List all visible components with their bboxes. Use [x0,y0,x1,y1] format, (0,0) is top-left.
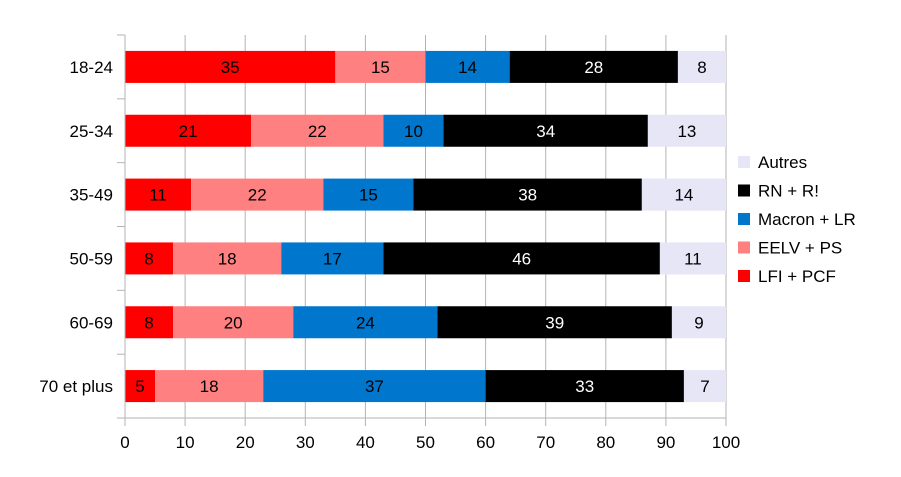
data-label: 39 [545,313,564,332]
x-tick-label: 10 [176,433,195,452]
data-label: 11 [149,186,167,205]
bar-segment [173,306,294,339]
y-category-label: 60-69 [70,313,113,332]
legend: Autres RN + R! Macron + LR EELV + PS LFI + P… [738,153,856,286]
data-label: 24 [356,313,375,332]
x-tick-label: 80 [596,433,615,452]
data-label: 20 [224,313,243,332]
bar-segment [443,114,648,147]
bar-segment [293,306,438,339]
data-label: 28 [584,58,603,77]
data-label: 11 [684,249,702,268]
x-tick-label: 30 [296,433,315,452]
data-label: 18 [218,249,237,268]
data-label: 5 [135,377,144,396]
x-tick-label: 50 [416,433,435,452]
bar-segment [683,370,726,403]
x-tick-label: 90 [656,433,675,452]
legend-label: EELV + PS [758,239,842,258]
data-label: 14 [674,186,693,205]
bar-segment [125,114,252,147]
bar-segment [641,178,726,211]
data-label: 15 [371,58,390,77]
gridlines [124,35,727,418]
y-category-label: 35-49 [70,186,113,205]
data-label: 14 [458,58,477,77]
bar-segment [437,306,672,339]
x-tick-label: 100 [712,433,740,452]
data-label: 37 [365,377,384,396]
bar-segment [263,370,486,403]
data-label: 10 [404,122,423,141]
legend-swatch [738,241,750,254]
legend-label: Macron + LR [758,210,856,229]
x-tick-label: 0 [120,433,129,452]
data-label: 33 [575,377,594,396]
y-category-label: 50-59 [70,249,113,268]
legend-label: RN + R! [758,182,819,201]
y-category-label: 25-34 [70,122,113,141]
x-tick-label: 20 [236,433,255,452]
bar-segment [383,114,444,147]
bar-segment [647,114,726,147]
bar-segment [173,242,282,275]
bar-segment [425,50,510,83]
data-label: 8 [144,313,153,332]
bar-segment [485,370,684,403]
bar-segment [125,178,192,211]
data-label: 15 [359,186,378,205]
bar-segment [125,242,174,275]
data-label: 21 [179,122,198,141]
legend-swatch [738,213,750,225]
bar-segment [125,306,174,339]
data-label: 22 [248,186,267,205]
bar-segment [677,50,726,83]
bar-segment [659,242,726,275]
legend-label: Autres [758,153,807,172]
data-label: 46 [512,249,531,268]
bar-segment [191,178,324,211]
legend-label: LFI + PCF [758,267,836,286]
data-label: 8 [144,249,153,268]
y-category-label: 18-24 [70,58,113,77]
bar-segment [281,242,384,275]
y-category-label: 70 et plus [39,377,113,396]
data-label: 13 [677,122,696,141]
bar-segment [413,178,642,211]
bar-segment [251,114,384,147]
bar-segment [383,242,660,275]
legend-swatch [738,270,750,282]
bar-segment [509,50,678,83]
data-label: 22 [308,122,327,141]
data-label: 7 [700,377,709,396]
legend-swatch [738,184,750,197]
bar-segment [125,370,156,403]
bar-segment [323,178,414,211]
data-label: 35 [221,58,240,77]
bar-segments: 35 15 14 28 8 21 22 10 34 13 11 22 15 38 14 8 18 17 46 11 8 2… [125,50,726,403]
legend-swatch [738,156,750,168]
axes: 0 10 20 30 40 50 60 70 80 90 100 18-24 25-34 35-49 50-… [39,34,740,452]
x-tick-label: 60 [476,433,495,452]
x-tick-label: 40 [356,433,375,452]
data-label: 34 [536,122,555,141]
bar-segment [125,50,336,83]
data-label: 8 [697,58,706,77]
bar-segment [155,370,264,403]
bar-segment [335,50,426,83]
data-label: 38 [518,186,537,205]
data-label: 17 [323,249,342,268]
data-label: 9 [694,313,703,332]
x-tick-label: 70 [536,433,555,452]
bar-segment [671,306,726,339]
data-label: 18 [200,377,219,396]
